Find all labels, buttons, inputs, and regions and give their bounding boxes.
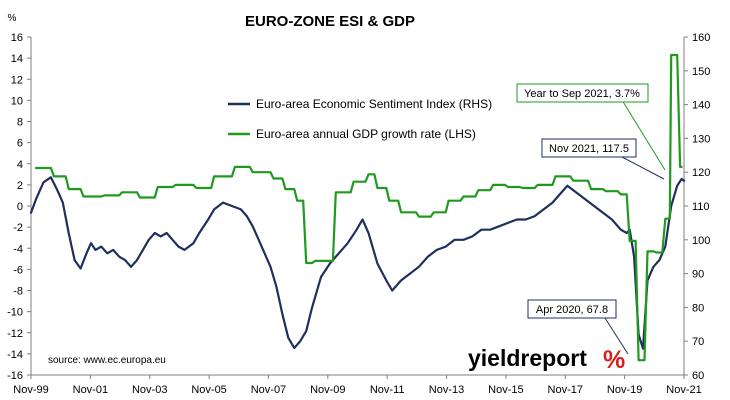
callout-nov2021-text: Nov 2021, 117.5 [549,143,629,155]
left-tick-label: 16 [11,32,23,44]
right-tick-label: 150 [692,66,710,78]
logo-percent-icon: % [603,346,625,374]
legend-esi-label: Euro-area Economic Sentiment Index (RHS) [256,97,492,111]
left-tick-label: 4 [17,159,23,171]
x-tick-label: Nov-13 [429,384,464,396]
left-tick-label: -16 [7,370,23,382]
left-tick-label: 10 [11,95,23,107]
left-tick-label: 8 [17,117,23,129]
callout-apr2020-leader [604,317,629,355]
left-tick-label: 2 [17,180,23,192]
x-tick-label: Nov-03 [132,384,167,396]
callout-gdp-text: Year to Sep 2021, 3.7% [524,88,640,100]
legend-gdp-label: Euro-area annual GDP growth rate (LHS) [256,127,476,141]
x-tick-label: Nov-01 [73,384,108,396]
esi-series-line [29,176,686,350]
callout-gdp-leader [621,99,666,171]
x-tick-label: Nov-17 [548,384,583,396]
callout-apr2020-box [527,299,617,319]
left-tick-label: 6 [17,138,23,150]
right-tick-label: 120 [692,167,710,179]
left-axis: 16 14 12 10 8 6 4 2 0 -2 -4 -6 -8 -10 -12 -14 -16 [7,32,32,382]
callout-nov2021-box [541,138,637,158]
left-tick-label: 14 [11,53,23,65]
right-tick-label: 140 [692,100,710,112]
left-tick-label: -10 [7,307,23,319]
right-tick-label: 70 [692,336,704,348]
right-tick-label: 80 [692,302,704,314]
callout-gdp-box [516,83,649,103]
right-tick-label: 160 [692,32,710,44]
legend: Euro-area Economic Sentiment Index (RHS)… [228,97,492,141]
annotations: Year to Sep 2021, 3.7% Nov 2021, 117.5 A… [516,83,666,355]
plot-lines [29,53,686,362]
right-tick-label: 110 [692,201,710,213]
logo-wordmark: yieldreport [468,345,587,371]
right-tick-label: 90 [692,269,704,281]
callout-nov2021-leader [619,155,665,180]
x-tick-label: Nov-05 [191,384,226,396]
x-tick-label: Nov-21 [666,384,701,396]
left-tick-label: -4 [13,243,23,255]
x-tick-label: Nov-09 [310,384,345,396]
left-tick-label: 12 [11,74,23,86]
right-tick-label: 60 [692,370,704,382]
left-tick-label: 0 [17,201,23,213]
right-tick-label: 100 [692,235,710,247]
x-axis: Nov-99 Nov-01 Nov-03 Nov-05 Nov-07 Nov-09 Nov-… [13,374,702,396]
chart-title: EURO-ZONE ESI & GDP [245,13,415,30]
left-tick-label: -2 [13,222,23,234]
left-tick-label: -6 [13,264,23,276]
x-tick-label: Nov-11 [370,384,405,396]
left-tick-label: -14 [7,349,23,361]
yieldreport-logo: yieldreport % [468,345,625,374]
left-tick-label: -8 [13,286,23,298]
left-axis-unit: % [8,13,17,24]
right-tick-label: 130 [692,133,710,145]
callout-apr2020-text: Apr 2020, 67.8 [536,304,608,316]
x-tick-label: Nov-07 [251,384,286,396]
left-tick-label: -12 [7,328,23,340]
gdp-series-line [34,53,683,362]
x-tick-label: Nov-99 [13,384,48,396]
source-note: source: www.ec.europa.eu [48,355,166,366]
right-axis: 160 150 140 130 120 110 100 90 80 70 60 [683,32,710,382]
x-tick-label: Nov-19 [607,384,642,396]
x-tick-label: Nov-15 [488,384,523,396]
